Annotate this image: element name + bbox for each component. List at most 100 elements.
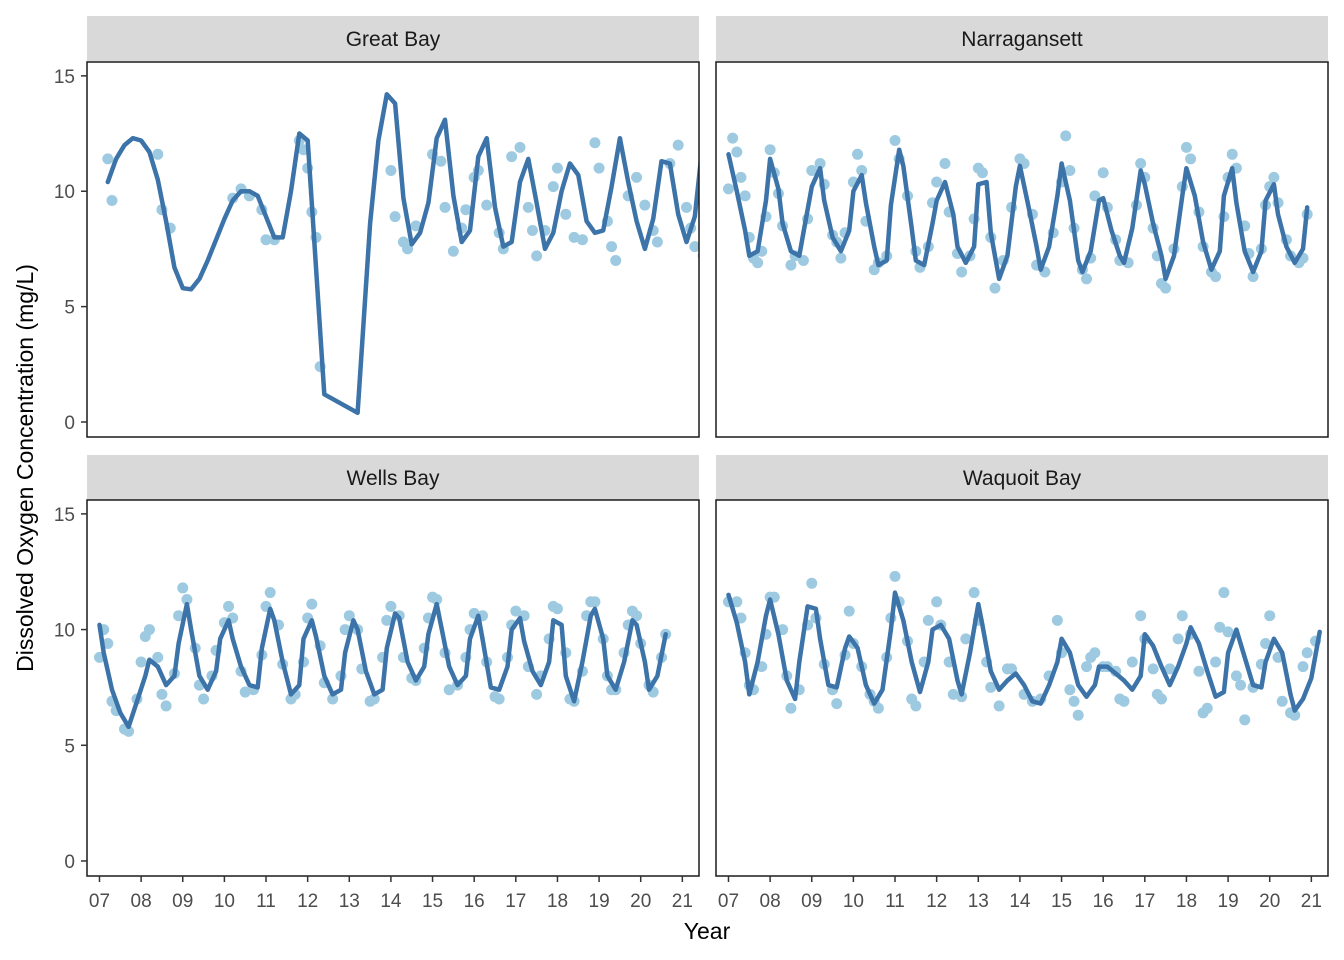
data-point — [547, 181, 559, 193]
facet-strip-label: Wells Bay — [347, 467, 440, 490]
data-point — [1218, 587, 1230, 599]
x-axis-title: Year — [684, 918, 731, 944]
data-point — [785, 259, 797, 271]
x-tick-label: 17 — [1134, 891, 1155, 912]
data-point — [589, 596, 601, 608]
x-tick-label: 12 — [297, 891, 318, 912]
data-point — [1193, 665, 1205, 677]
facet-strip — [87, 455, 699, 500]
panel-border — [86, 61, 700, 438]
data-point — [1222, 626, 1234, 638]
data-point — [531, 250, 543, 262]
data-point — [681, 201, 693, 213]
data-point — [1081, 661, 1093, 673]
data-point — [764, 144, 776, 156]
x-tick-label: 14 — [380, 891, 402, 912]
facet-strip-label: Great Bay — [346, 28, 441, 51]
series-line — [97, 601, 668, 730]
y-tick-label: 10 — [54, 621, 75, 642]
data-point — [568, 231, 580, 243]
facet-panels: Great Bay 0 5 10 15 Narragansett Wells Bay 0 5 10… — [54, 16, 1329, 912]
data-point — [1289, 709, 1301, 721]
panel-data — [722, 130, 1313, 294]
y-tick-label: 10 — [54, 182, 75, 203]
data-point — [102, 153, 114, 165]
data-point — [526, 224, 538, 236]
facet-panel: Narragansett — [715, 16, 1329, 438]
data-point — [806, 164, 818, 176]
facet-panel: Waquoit Bay 07 08 09 10 11 12 13 14 15 16 17 18 19 20 2… — [715, 455, 1329, 912]
data-point — [593, 162, 605, 174]
x-tick-label: 21 — [1301, 891, 1322, 912]
data-point — [152, 148, 164, 160]
x-tick-label: 18 — [547, 891, 568, 912]
data-point — [814, 158, 826, 170]
x-tick-label: 08 — [760, 891, 781, 912]
data-point — [198, 693, 210, 705]
data-point — [722, 183, 734, 195]
data-point — [239, 686, 251, 698]
data-point — [135, 656, 147, 668]
data-point — [1176, 610, 1188, 622]
data-point — [606, 241, 618, 253]
data-point — [1297, 661, 1309, 673]
y-tick-label: 0 — [64, 413, 75, 434]
data-point — [1097, 167, 1109, 179]
data-point — [143, 624, 155, 636]
data-point — [1006, 663, 1018, 675]
data-point — [872, 702, 884, 714]
y-tick-label: 15 — [54, 505, 75, 526]
data-point — [610, 254, 622, 266]
series-line — [726, 590, 1322, 713]
data-point — [431, 593, 443, 605]
x-tick-label: 13 — [968, 891, 989, 912]
data-point — [551, 162, 563, 174]
data-point — [843, 605, 855, 617]
data-point — [381, 614, 393, 626]
data-point — [889, 570, 901, 582]
data-point — [306, 598, 318, 610]
data-point — [1072, 709, 1084, 721]
data-point — [1060, 130, 1072, 142]
data-point — [989, 282, 1001, 294]
data-point — [689, 241, 699, 253]
data-point — [797, 254, 809, 266]
data-point — [1160, 282, 1172, 294]
data-point — [806, 577, 818, 589]
data-point — [731, 146, 743, 158]
data-point — [589, 137, 601, 149]
data-point — [1089, 190, 1101, 202]
data-point — [752, 257, 764, 269]
data-point — [1164, 663, 1176, 675]
data-point — [1081, 273, 1093, 285]
x-tick-label: 18 — [1176, 891, 1197, 912]
data-point — [576, 234, 588, 246]
data-point — [181, 593, 193, 605]
data-point — [1214, 621, 1226, 633]
data-point — [727, 132, 739, 144]
data-point — [651, 236, 663, 248]
x-tick-label: 15 — [422, 891, 443, 912]
x-tick-label: 13 — [339, 891, 360, 912]
data-point — [631, 171, 643, 183]
facet-strip — [716, 455, 1328, 500]
x-tick-label: 09 — [172, 891, 193, 912]
facet-panel: Wells Bay 0 5 10 15 07 08 09 10 11 12 13 14 15 16 17 18 1… — [54, 455, 700, 912]
data-point — [106, 194, 118, 206]
data-point — [976, 167, 988, 179]
x-tick-label: 15 — [1051, 891, 1072, 912]
data-point — [1064, 684, 1076, 696]
y-tick-label: 5 — [64, 736, 75, 757]
series-line — [105, 92, 699, 416]
data-point — [1210, 656, 1222, 668]
data-point — [510, 605, 522, 617]
data-point — [956, 691, 968, 703]
data-point — [1276, 695, 1288, 707]
data-point — [1301, 647, 1313, 659]
data-point — [1235, 679, 1247, 691]
data-point — [385, 164, 397, 176]
data-point — [260, 234, 272, 246]
x-tick-label: 16 — [1093, 891, 1114, 912]
data-point — [1089, 647, 1101, 659]
data-point — [739, 190, 751, 202]
